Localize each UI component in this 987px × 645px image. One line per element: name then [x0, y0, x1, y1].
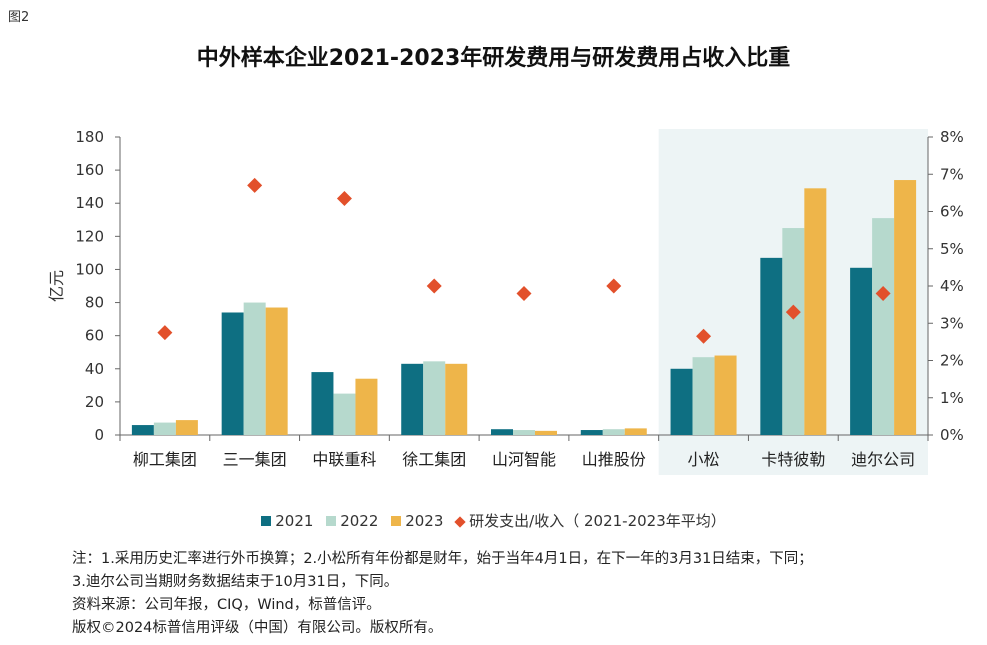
- bar-2021: [401, 363, 424, 435]
- bar-2022: [602, 429, 625, 435]
- notes: 注：1.采用历史汇率进行外币换算；2.小松所有年份都是财年，始于当年4月1日，在…: [72, 548, 972, 640]
- bar-2021: [221, 312, 244, 435]
- y-tick-label: 80: [85, 294, 104, 312]
- y-tick-label: 40: [85, 360, 104, 378]
- y-tick-label: 120: [75, 227, 104, 245]
- bar-2022: [243, 302, 266, 435]
- x-category-label: 山河智能: [492, 450, 556, 469]
- bar-2022: [333, 393, 356, 435]
- x-category-label: 柳工集团: [133, 450, 197, 469]
- bar-2021: [850, 267, 873, 435]
- y2-tick-label: 3%: [940, 314, 964, 332]
- source-line: 资料来源：公司年报，CIQ，Wind，标普信评。: [72, 597, 381, 613]
- x-category-label: 中联重科: [312, 450, 376, 469]
- legend-swatch-2023: [391, 516, 402, 526]
- legend-label-2023: 2023: [405, 511, 444, 530]
- x-category-label: 卡特彼勒: [761, 450, 825, 469]
- y2-tick-label: 4%: [940, 277, 964, 295]
- chart-title: 中外样本企业2021-2023年研发费用与研发费用占收入比重: [196, 46, 791, 71]
- y2-tick-label: 0%: [940, 426, 964, 444]
- bar-2021: [670, 368, 693, 435]
- y-tick-label: 60: [85, 327, 104, 345]
- bar-2021: [760, 257, 783, 435]
- x-category-label: 山推股份: [582, 450, 646, 469]
- legend-label-2021: 2021: [275, 511, 314, 530]
- bar-2021: [131, 425, 154, 435]
- y-axis-title: 亿元: [47, 270, 66, 302]
- bar-2022: [692, 357, 715, 435]
- bar-2021: [491, 429, 513, 435]
- legend-item-2022: 2022: [326, 512, 378, 530]
- ratio-point: [875, 285, 891, 301]
- legend-item-2023: 2023: [391, 512, 443, 530]
- bar-2023: [894, 180, 917, 435]
- bar-2023: [714, 355, 737, 435]
- bar-chart: 0 20 40 60 80 100 120 140 160 180 0% 1% 2% 3% 4% 5% 6% 7%…: [47, 128, 964, 475]
- y-tick-label: 180: [75, 128, 104, 146]
- bar-2023: [535, 430, 557, 435]
- bar-2022: [423, 361, 446, 435]
- ratio-point: [336, 190, 352, 206]
- y2-tick-label: 6%: [940, 203, 964, 221]
- copyright-line: 版权©2024标普信用评级（中国）有限公司。版权所有。: [72, 620, 443, 636]
- ratio-point: [516, 285, 532, 301]
- y-tick-label: 100: [75, 260, 104, 278]
- ratio-point: [157, 325, 173, 341]
- y-tick-label: 140: [75, 194, 104, 212]
- bar-2022: [513, 430, 535, 435]
- legend-item-ratio: 研发支出/收入（ 2021-2023年平均）: [454, 510, 726, 531]
- x-category-label: 三一集团: [223, 450, 287, 469]
- y2-tick-label: 8%: [940, 128, 964, 146]
- ratio-point: [696, 328, 712, 344]
- bar-2022: [872, 218, 895, 435]
- legend: 2021 2022 2023 研发支出/收入（ 2021-2023年平均）: [0, 510, 987, 531]
- x-category-label: 迪尔公司: [851, 450, 915, 469]
- bar-2021: [580, 430, 603, 435]
- y2-tick-label: 7%: [940, 165, 964, 183]
- bar-2023: [445, 363, 468, 435]
- legend-swatch-2021: [261, 516, 272, 526]
- ratio-point: [247, 177, 263, 193]
- y-tick-label: 160: [75, 161, 104, 179]
- bar-2023: [624, 428, 647, 435]
- x-category-label: 小松: [688, 450, 720, 469]
- bar-2023: [175, 420, 198, 435]
- legend-swatch-2022: [326, 516, 337, 526]
- figure-label: 图2: [8, 10, 30, 25]
- y2-tick-label: 1%: [940, 389, 964, 407]
- y2-tick-label: 2%: [940, 352, 964, 370]
- legend-label-ratio: 研发支出/收入（ 2021-2023年平均）: [469, 512, 726, 530]
- bar-2023: [355, 378, 378, 435]
- bar-2022: [153, 422, 176, 435]
- bar-2022: [782, 228, 805, 435]
- note-line-1: 注：1.采用历史汇率进行外币换算；2.小松所有年份都是财年，始于当年4月1日，在…: [72, 551, 813, 567]
- legend-label-2022: 2022: [340, 511, 379, 530]
- ratio-point: [426, 278, 442, 294]
- bar-2023: [265, 307, 288, 435]
- y-tick-label: 20: [85, 393, 104, 411]
- bar-2021: [311, 372, 334, 435]
- ratio-point: [606, 278, 622, 294]
- note-line-2: 3.迪尔公司当期财务数据结束于10月31日，下同。: [72, 574, 399, 590]
- ratio-point: [785, 304, 801, 320]
- y-tick-label: 0: [94, 426, 104, 444]
- x-category-label: 徐工集团: [402, 450, 466, 469]
- bar-2023: [804, 188, 827, 435]
- legend-diamond-icon: [454, 515, 466, 528]
- y2-tick-label: 5%: [940, 240, 964, 258]
- legend-item-2021: 2021: [261, 512, 313, 530]
